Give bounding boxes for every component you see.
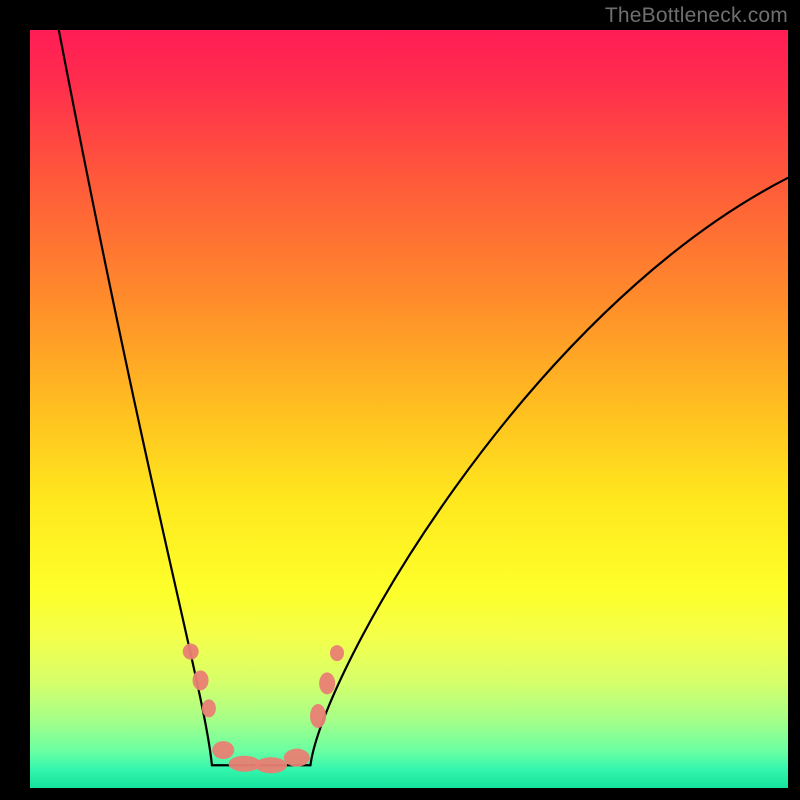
marker-point	[212, 741, 234, 759]
marker-point	[193, 670, 209, 690]
watermark-text: TheBottleneck.com	[605, 4, 788, 28]
plot-svg	[30, 30, 788, 788]
marker-group	[183, 644, 344, 774]
marker-point	[310, 704, 326, 728]
marker-point	[183, 644, 199, 660]
marker-point	[202, 699, 216, 717]
marker-point	[284, 749, 310, 767]
marker-point	[319, 672, 335, 694]
marker-point	[255, 757, 287, 773]
bottleneck-curve	[59, 30, 788, 765]
plot-area	[30, 30, 788, 788]
marker-point	[330, 645, 344, 661]
